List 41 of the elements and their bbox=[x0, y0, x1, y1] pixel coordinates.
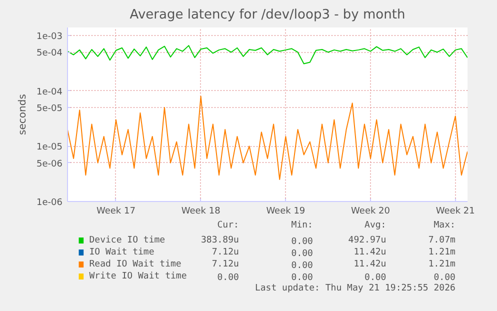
text: Cur: bbox=[217, 220, 239, 230]
text: 0.00 bbox=[217, 273, 239, 283]
legend-label: Write IO Wait time bbox=[89, 272, 187, 282]
text: 492.97u bbox=[348, 236, 386, 246]
text: 11.42u bbox=[354, 248, 386, 258]
text: 11.42u bbox=[354, 260, 386, 270]
text: Max: bbox=[434, 220, 456, 230]
text: 0.00 bbox=[291, 261, 313, 271]
y-tick-label: 1e-04 bbox=[36, 87, 63, 98]
legend-label: IO Wait time bbox=[89, 248, 154, 258]
chart-title: Average latency for /dev/loop3 - by month bbox=[130, 8, 406, 22]
x-tick-label: Week 17 bbox=[96, 206, 136, 216]
line-series bbox=[68, 96, 468, 180]
text: 0.00 bbox=[291, 237, 313, 247]
text: 0.00 bbox=[434, 273, 456, 283]
text: 0.00 bbox=[291, 249, 313, 259]
y-tick-label: 1e-03 bbox=[36, 32, 63, 42]
text: 7.12u bbox=[212, 260, 239, 270]
line-series bbox=[68, 45, 468, 64]
text: 383.89u bbox=[201, 236, 239, 246]
y-tick-label: 5e-05 bbox=[36, 104, 63, 114]
text: Last update: Thu May 21 19:25:55 2026 bbox=[254, 284, 456, 294]
text: 1.21m bbox=[428, 248, 456, 258]
text: 0.00 bbox=[291, 273, 313, 283]
y-tick-label: 1e-06 bbox=[36, 198, 63, 208]
text: Min: bbox=[291, 220, 313, 230]
y-tick-label: 5e-04 bbox=[36, 48, 63, 59]
y-tick-label: 5e-06 bbox=[36, 159, 63, 170]
legend-label: Device IO time bbox=[89, 236, 166, 246]
text: 7.07m bbox=[428, 236, 456, 246]
x-tick-label: Week 19 bbox=[266, 206, 306, 216]
x-tick-label: Week 21 bbox=[436, 206, 475, 216]
x-tick-label: Week 18 bbox=[181, 206, 221, 216]
x-tick-label: Week 20 bbox=[351, 206, 390, 216]
text: 7.12u bbox=[212, 248, 239, 258]
legend-label: Read IO Wait time bbox=[89, 260, 182, 270]
text: Avg: bbox=[364, 220, 386, 230]
text: 1.21m bbox=[428, 260, 456, 270]
text: 0.00 bbox=[364, 273, 386, 283]
y-tick-label: 1e-05 bbox=[36, 142, 63, 153]
y-axis-title: seconds bbox=[18, 94, 29, 135]
